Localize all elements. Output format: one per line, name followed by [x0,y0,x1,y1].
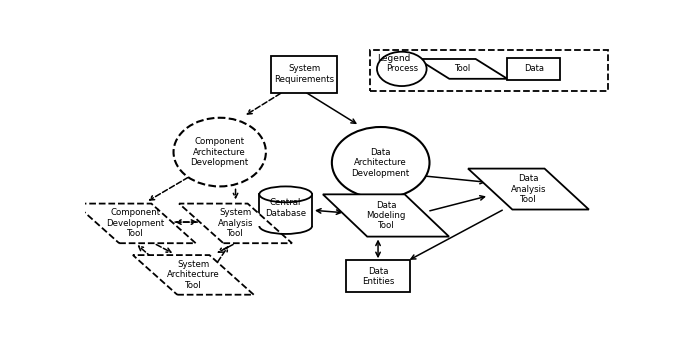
FancyBboxPatch shape [271,56,337,93]
Text: System
Analysis
Tool: System Analysis Tool [218,209,253,238]
Polygon shape [133,255,254,295]
FancyBboxPatch shape [347,260,410,292]
Ellipse shape [377,52,426,86]
Text: Data: Data [524,64,543,73]
FancyBboxPatch shape [370,50,607,91]
Text: Component
Development
Tool: Component Development Tool [106,209,164,238]
Text: Process: Process [385,64,418,73]
Bar [259,194,312,226]
Polygon shape [417,59,507,79]
Ellipse shape [259,187,312,202]
Text: Data
Architecture
Development: Data Architecture Development [351,148,410,178]
Text: Legend: Legend [377,55,411,63]
Text: Data
Modeling
Tool: Data Modeling Tool [366,201,406,230]
Ellipse shape [332,127,430,198]
Ellipse shape [174,118,266,187]
Polygon shape [75,204,195,243]
Text: System
Architecture
Tool: System Architecture Tool [167,260,220,290]
Text: Data
Entities: Data Entities [362,267,394,286]
Text: Data
Analysis
Tool: Data Analysis Tool [511,174,546,204]
Text: Tool: Tool [454,64,471,73]
Text: System
Requirements: System Requirements [274,64,334,84]
Polygon shape [179,204,292,243]
Text: Central
Database: Central Database [265,198,306,217]
Polygon shape [468,169,589,210]
FancyBboxPatch shape [507,58,560,80]
Polygon shape [323,194,449,237]
Text: Component
Architecture
Development: Component Architecture Development [191,137,249,167]
